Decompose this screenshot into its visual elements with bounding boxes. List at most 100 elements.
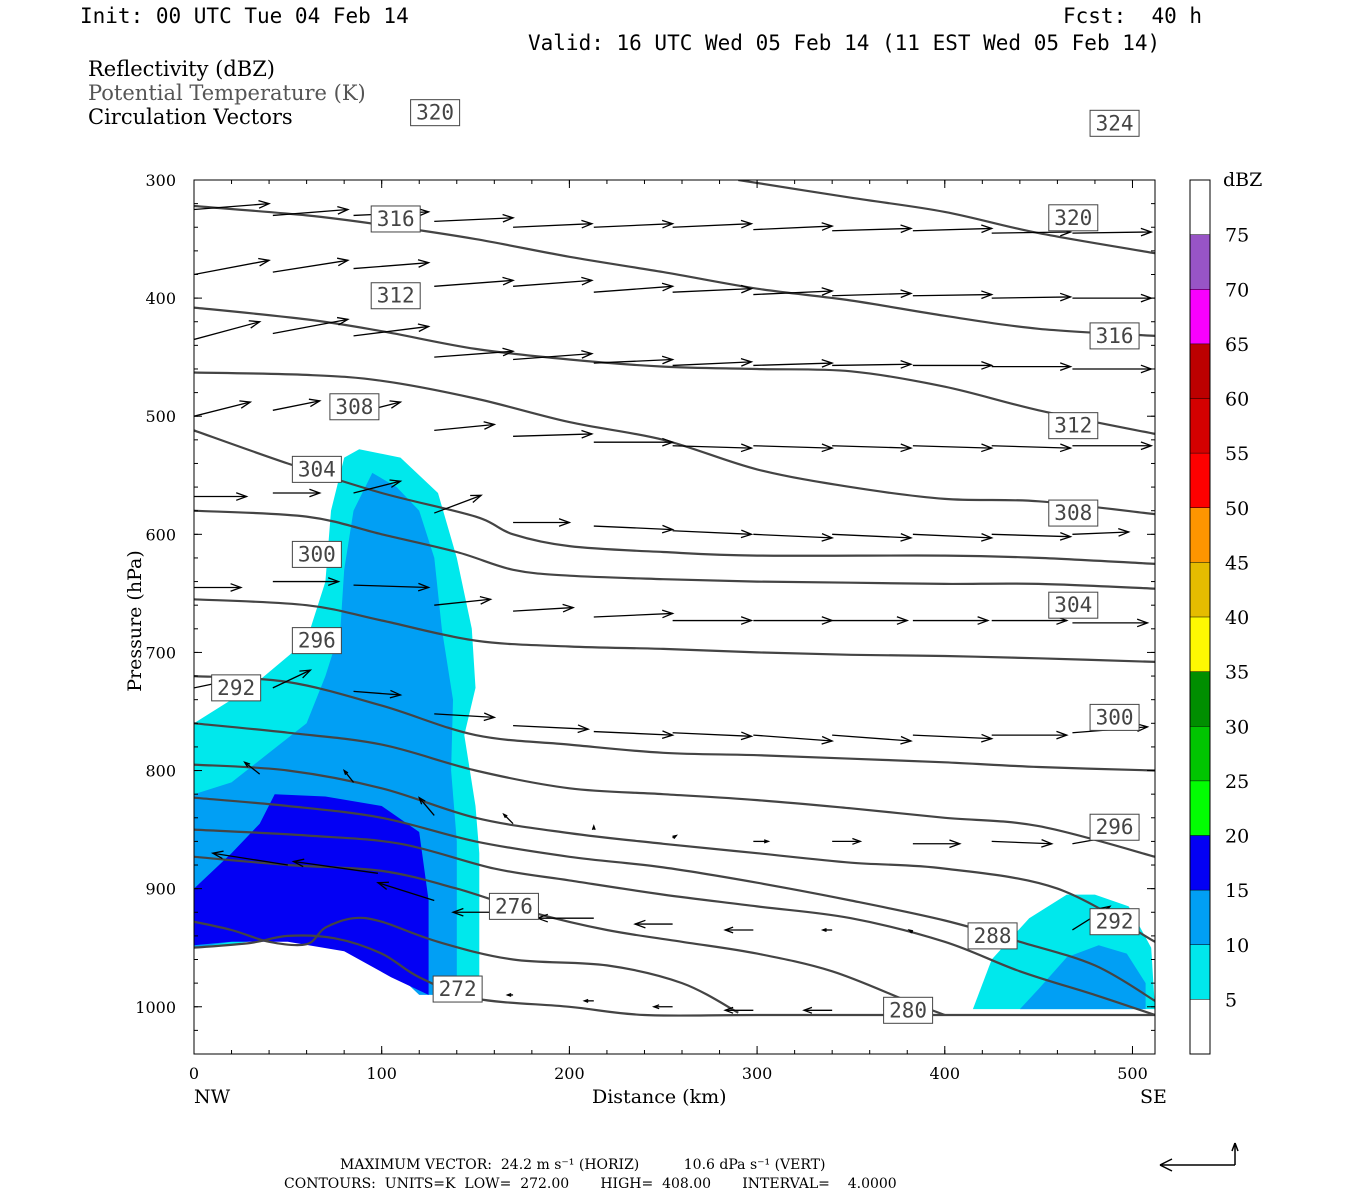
isentrope-label: 308: [1054, 501, 1092, 525]
isentrope-line: [194, 722, 1155, 858]
isentrope-label: 296: [298, 629, 336, 653]
circulation-vector: [651, 1004, 673, 1010]
isentrope-line: [194, 763, 1155, 943]
circulation-vector: [353, 323, 431, 337]
isentrope-label: 272: [439, 977, 477, 1001]
circulation-vector: [353, 582, 431, 592]
colorbar-label: 35: [1225, 662, 1249, 684]
circulation-vector: [418, 796, 435, 816]
circulation-vector: [672, 219, 754, 229]
circulation-vector: [582, 998, 594, 1003]
circulation-vector: [912, 839, 962, 849]
isentrope-label-box: [432, 975, 483, 1003]
circulation-vector: [502, 812, 514, 825]
circulation-vector: [1072, 441, 1154, 451]
circulation-vector: [753, 443, 835, 453]
circulation-vector: [194, 320, 262, 341]
isentrope-line: [194, 371, 1155, 516]
circulation-vector: [832, 837, 863, 845]
y-tick-label: 1000: [135, 998, 176, 1017]
circulation-vector: [820, 928, 833, 932]
circulation-vector: [753, 287, 835, 296]
circulation-vector: [912, 361, 994, 370]
isentrope-label: 300: [298, 542, 336, 566]
colorbar-swatch: [1190, 343, 1210, 399]
valid-time: Valid: 16 UTC Wed 05 Feb 14 (11 EST Wed …: [528, 31, 1161, 55]
circulation-vector: [353, 259, 431, 270]
y-tick-label: 800: [145, 762, 176, 781]
forecast-hour: Fcst: 40 h: [1063, 4, 1203, 28]
isentrope-label: 312: [1054, 414, 1092, 438]
circulation-vector: [832, 443, 913, 453]
isentrope-label-box: [410, 99, 461, 127]
colorbar-label: 65: [1225, 334, 1249, 356]
x-tick-label: 200: [554, 1064, 585, 1083]
circulation-vector: [753, 734, 835, 745]
circulation-vector: [272, 398, 322, 411]
isentrope-label-box: [967, 922, 1018, 950]
circulation-vector: [342, 769, 355, 783]
y-tick-label: 900: [145, 880, 176, 899]
isentrope-label-box: [1048, 412, 1099, 440]
isentrope-label-box: [329, 393, 380, 421]
circulation-vector: [1072, 618, 1150, 628]
circulation-vector: [513, 603, 576, 613]
circulation-vector: [912, 533, 994, 542]
plot-frame: [193, 179, 1156, 1055]
circulation-vector: [991, 730, 1069, 740]
circulation-vector: [434, 494, 483, 514]
circulation-vector: [1072, 227, 1154, 237]
circulation-vector: [593, 730, 675, 740]
isentrope-label: 276: [495, 894, 533, 918]
x-tick-label: 0: [189, 1064, 199, 1083]
isentrope-label-box: [1048, 204, 1099, 232]
colorbar-swatch: [1190, 944, 1210, 1000]
colorbar-swatch: [1190, 398, 1210, 454]
circulation-vector: [272, 316, 350, 335]
isentrope-label: 316: [1096, 324, 1134, 348]
circulation-vector: [633, 919, 673, 929]
y-tick-label: 300: [145, 171, 176, 190]
isentrope-label: 280: [889, 998, 927, 1022]
circulation-vector: [991, 838, 1054, 848]
circulation-vector: [353, 689, 403, 699]
x-tick-label: 400: [930, 1064, 961, 1083]
colorbar-label: 40: [1225, 607, 1249, 629]
isentrope-label: 320: [416, 101, 454, 125]
circulation-vector: [991, 532, 1073, 541]
colorbar-label: 15: [1225, 880, 1249, 902]
circulation-vector: [753, 358, 835, 368]
colorbar-label: 25: [1225, 771, 1249, 793]
isentrope-label: 324: [1096, 111, 1134, 135]
circulation-vector: [194, 257, 271, 276]
isentrope-layer: [194, 180, 1155, 1017]
circulation-vector: [434, 347, 515, 358]
isentrope-label: 292: [1096, 910, 1134, 934]
circulation-vector: [907, 928, 914, 934]
legend-circulation-vectors: Circulation Vectors: [88, 105, 293, 129]
isentrope-label-box: [488, 892, 539, 920]
isentrope-label: 296: [1096, 815, 1134, 839]
x-right-end-label: SE: [1140, 1086, 1167, 1108]
colorbar-swatch-below: [1190, 999, 1210, 1054]
circulation-vector: [243, 761, 261, 775]
isentrope-label-box: [1048, 591, 1099, 619]
isentrope-label-box: [370, 282, 421, 310]
circulation-vector: [272, 488, 322, 498]
circulation-vector: [434, 213, 515, 223]
isentrope-label-box: [291, 540, 342, 568]
circulation-vector: [272, 205, 350, 217]
colorbar-swatch: [1190, 780, 1210, 836]
circulation-vector: [672, 443, 754, 453]
y-tick-label: 500: [145, 407, 176, 426]
colorbar-frame: [1189, 179, 1211, 1055]
colorbar-label: 75: [1225, 225, 1249, 247]
circulation-vector: [593, 355, 675, 365]
colorbar-swatch: [1190, 234, 1210, 290]
circulation-vector: [832, 616, 910, 625]
x-tick-label: 300: [742, 1064, 773, 1083]
colorbar-label: 10: [1225, 935, 1249, 957]
isentrope-label: 320: [1054, 206, 1092, 230]
reflectivity-region: [194, 794, 429, 995]
isentrope-line: [194, 796, 1155, 1002]
